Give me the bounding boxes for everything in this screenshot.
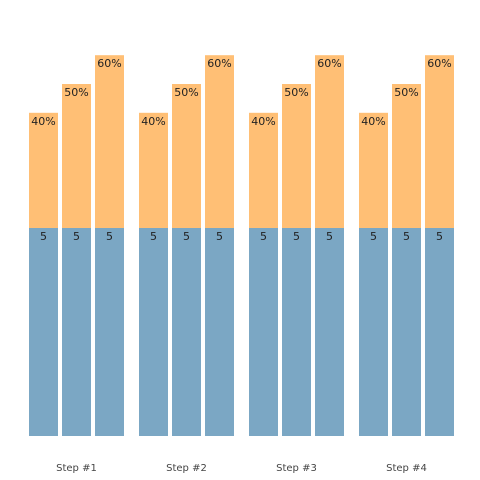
bar-orange-percent-label: 40% (361, 115, 385, 128)
bar-orange-segment (392, 84, 421, 228)
bar-blue-segment (29, 228, 58, 436)
bar-blue-segment (359, 228, 388, 436)
bar-orange-segment (205, 55, 234, 229)
bar-orange-segment (139, 112, 168, 228)
bar-blue-value-label: 5 (40, 230, 47, 243)
bar-orange-segment (95, 55, 124, 229)
bar-orange-percent-label: 50% (394, 86, 418, 99)
bar-orange-percent-label: 50% (284, 86, 308, 99)
bar-orange-segment (282, 84, 311, 228)
bar-orange-percent-label: 40% (31, 115, 55, 128)
bar-blue-segment (315, 228, 344, 436)
bar-blue-segment (139, 228, 168, 436)
bar-orange-segment (425, 55, 454, 229)
bar-blue-value-label: 5 (106, 230, 113, 243)
bar-blue-value-label: 5 (293, 230, 300, 243)
bar-orange-percent-label: 60% (97, 57, 121, 70)
bar-orange-segment (62, 84, 91, 228)
bar-blue-value-label: 5 (73, 230, 80, 243)
bar-blue-segment (249, 228, 278, 436)
bar-orange-segment (249, 112, 278, 228)
category-label: Step #1 (56, 463, 97, 474)
bar-orange-percent-label: 60% (427, 57, 451, 70)
bar-blue-segment (282, 228, 311, 436)
bar-orange-segment (29, 112, 58, 228)
category-label: Step #4 (386, 463, 427, 474)
bar-orange-percent-label: 40% (141, 115, 165, 128)
bar-blue-value-label: 5 (436, 230, 443, 243)
bar-orange-percent-label: 60% (317, 57, 341, 70)
bar-orange-segment (172, 84, 201, 228)
bar-blue-segment (62, 228, 91, 436)
bar-blue-value-label: 5 (150, 230, 157, 243)
bar-blue-value-label: 5 (403, 230, 410, 243)
bar-blue-segment (205, 228, 234, 436)
category-label: Step #2 (166, 463, 207, 474)
category-label: Step #3 (276, 463, 317, 474)
bar-blue-value-label: 5 (260, 230, 267, 243)
bar-orange-percent-label: 60% (207, 57, 231, 70)
bar-blue-segment (172, 228, 201, 436)
bar-blue-segment (95, 228, 124, 436)
bar-blue-segment (392, 228, 421, 436)
bar-orange-segment (315, 55, 344, 229)
bar-blue-value-label: 5 (370, 230, 377, 243)
bar-orange-segment (359, 112, 388, 228)
bar-blue-value-label: 5 (326, 230, 333, 243)
bar-blue-value-label: 5 (216, 230, 223, 243)
bar-blue-value-label: 5 (183, 230, 190, 243)
bar-blue-segment (425, 228, 454, 436)
bar-orange-percent-label: 40% (251, 115, 275, 128)
bar-orange-percent-label: 50% (174, 86, 198, 99)
bar-orange-percent-label: 50% (64, 86, 88, 99)
